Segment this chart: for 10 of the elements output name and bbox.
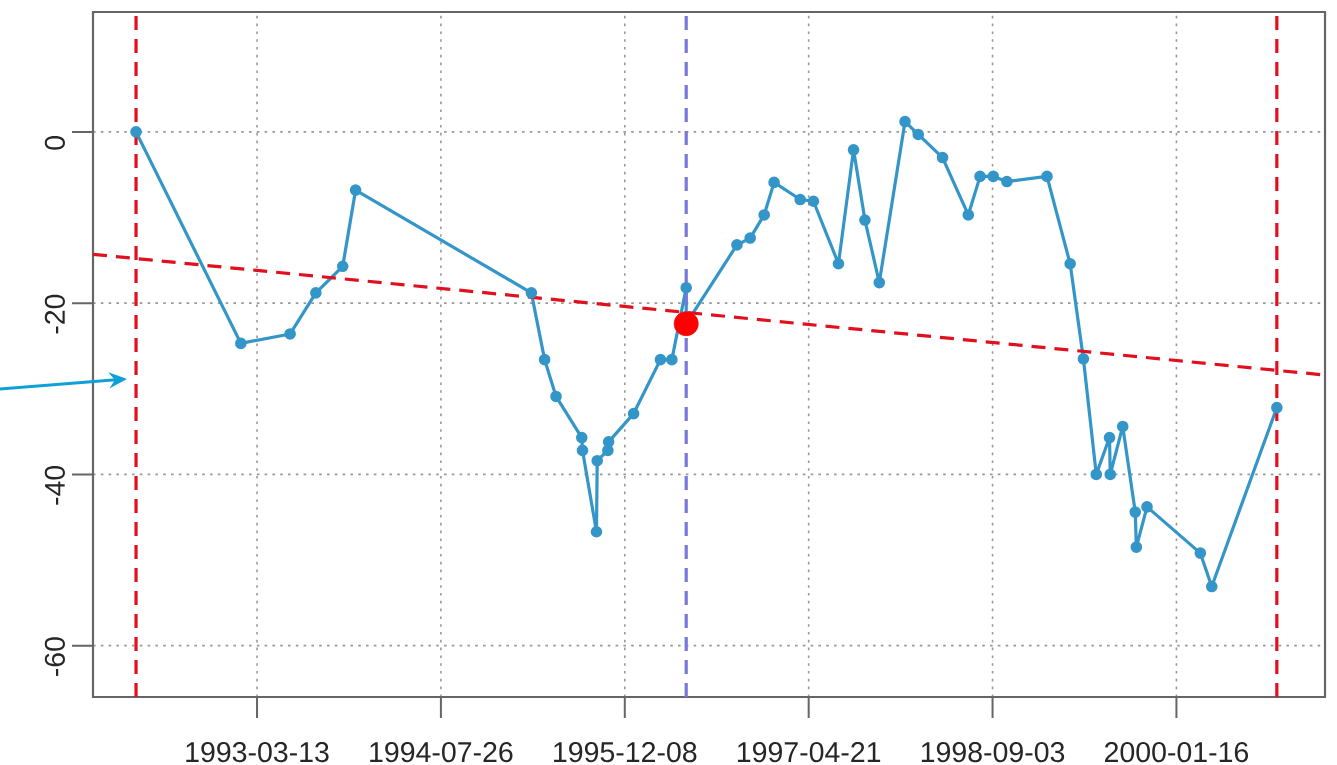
y-tick-label: -40 <box>44 465 65 505</box>
y-tick-label: -60 <box>44 637 65 676</box>
x-tick-label: 1997-04-21 <box>737 742 881 763</box>
x-tick-label: 1994-07-26 <box>370 742 513 763</box>
x-tick-label: 1998-09-03 <box>921 742 1065 763</box>
y-tick-label: 0 <box>44 136 65 150</box>
y-tick-label: -20 <box>44 294 65 334</box>
x-tick-label: 1995-12-08 <box>554 742 697 763</box>
x-tick-label: 2000-01-16 <box>1105 742 1249 763</box>
x-tick-label: 1993-03-13 <box>186 742 329 763</box>
